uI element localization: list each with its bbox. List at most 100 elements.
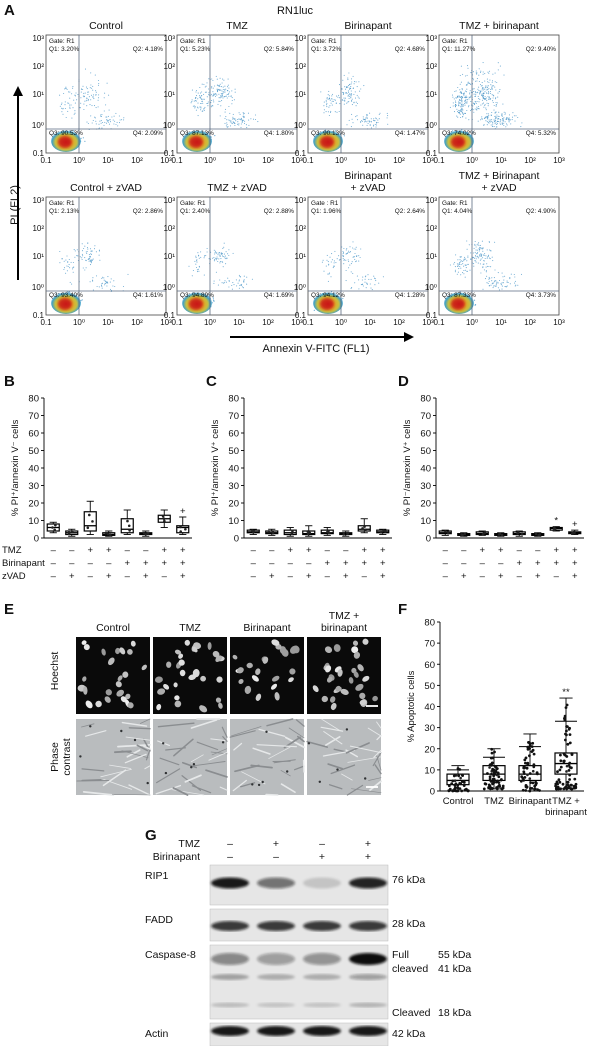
data-point <box>563 714 567 718</box>
flow-plot-title: TMZ + Birinapant <box>459 170 540 182</box>
data-point <box>564 706 568 709</box>
blot-band <box>211 921 249 931</box>
blot-band <box>211 1002 249 1008</box>
blot-condition-sign: – <box>227 838 233 850</box>
x-tick-label: 10² <box>524 318 536 327</box>
q4-value: Q4: 1.47% <box>395 130 426 137</box>
x-tick-label: 10³ <box>422 318 434 327</box>
phase-contrast-image <box>229 718 305 796</box>
box <box>176 525 190 534</box>
y-axis-label: % PI⁺/annexin V⁻ cells <box>10 419 21 516</box>
blot-strip <box>209 1022 389 1046</box>
x-tick-label: 0.1 <box>171 156 183 165</box>
blot-size-label: 55 kDa <box>438 949 471 961</box>
blot-band <box>349 974 387 980</box>
data-point <box>487 783 491 787</box>
gate-label: Gate: R1 <box>49 200 75 207</box>
y-tick-label: 40 <box>424 702 435 713</box>
y-tick-label: 10³ <box>294 34 306 43</box>
flow-plot-title: TMZ + zVAD <box>207 182 267 194</box>
x-tick-label: 0.1 <box>302 318 314 327</box>
data-point <box>565 729 568 733</box>
data-point <box>493 750 496 754</box>
q4-value: Q4: 2.09% <box>133 130 164 137</box>
data-point <box>446 531 450 534</box>
data-point <box>490 747 494 751</box>
gate-label: Gate : R1 <box>311 200 339 207</box>
blot-label: Caspase-8 <box>145 949 196 961</box>
pi-axis-label: PI (FL2) <box>9 185 21 225</box>
data-point <box>538 789 541 792</box>
gate-label: Gate: R1 <box>442 200 468 207</box>
condition-sign: – <box>251 571 257 582</box>
gate-label: Gate: R1 <box>180 38 206 45</box>
data-point <box>568 766 572 769</box>
data-point <box>535 781 538 785</box>
condition-sign: + <box>143 571 149 582</box>
data-point <box>267 530 271 533</box>
blot-band <box>349 953 387 965</box>
data-point <box>497 781 501 784</box>
condition-sign: + <box>180 545 186 556</box>
flow-plot-title: TMZ <box>226 20 248 32</box>
data-point <box>54 523 57 527</box>
blot-band <box>303 1026 341 1036</box>
y-tick-label: 30 <box>228 481 239 492</box>
x-tick-label: 10² <box>393 318 405 327</box>
data-point <box>552 526 556 530</box>
data-point <box>162 517 166 521</box>
y-tick-label: 70 <box>228 411 239 422</box>
x-tick-label: 10¹ <box>233 156 245 165</box>
condition-sign: – <box>461 545 467 556</box>
blot-membrane <box>209 1022 389 1046</box>
data-point <box>533 787 537 791</box>
y-tick-label: 0 <box>426 534 431 545</box>
data-point <box>451 779 455 783</box>
x-category-label: birinapant <box>545 807 587 818</box>
blot-condition-sign: – <box>227 851 233 863</box>
blot-band <box>211 974 249 980</box>
condition-sign: + <box>106 571 112 582</box>
y-tick-label: 0 <box>430 787 435 798</box>
data-point <box>570 787 574 791</box>
condition-sign: + <box>306 571 312 582</box>
condition-sign: – <box>325 571 331 582</box>
y-tick-label: 0.1 <box>426 311 438 320</box>
box-plot-item <box>139 530 153 537</box>
x-tick-label: 10⁰ <box>335 318 347 327</box>
blot-size-label: cleaved <box>392 963 428 975</box>
data-point <box>361 527 364 530</box>
data-point <box>570 752 574 756</box>
y-tick-label: 80 <box>424 618 435 629</box>
data-point <box>108 533 112 537</box>
x-tick-label: 0.1 <box>302 156 314 165</box>
q3-value: Q3: 94.89% <box>180 292 214 299</box>
data-point <box>564 732 567 736</box>
data-point <box>104 531 108 535</box>
q1-value: Q1: 5.23% <box>180 46 211 53</box>
data-point <box>573 786 576 790</box>
data-point <box>488 785 491 789</box>
condition-sign: – <box>480 571 486 582</box>
y-tick-label: 40 <box>28 464 39 475</box>
data-point <box>142 531 146 535</box>
data-point <box>522 766 526 770</box>
data-point <box>482 787 486 791</box>
box-plot-item <box>475 530 489 536</box>
condition-sign: + <box>572 571 578 582</box>
q1-value: Q1: 2.13% <box>49 208 80 215</box>
data-point <box>557 778 561 782</box>
condition-sign: + <box>269 571 275 582</box>
condition-sign: – <box>269 558 275 569</box>
blot-band <box>303 877 341 889</box>
blot-band <box>211 877 249 889</box>
condition-sign: + <box>161 545 167 556</box>
box-plot-item <box>531 532 545 537</box>
panel-f: F 0 10 20 30 40 50 60 70 80 % Apoptotic cells ** Co… <box>398 601 587 818</box>
condition-sign: – <box>251 545 257 556</box>
blot-band <box>303 1002 341 1008</box>
data-point <box>453 779 457 783</box>
condition-row-label: Birinapant <box>2 558 45 569</box>
y-tick-label: 0.1 <box>295 311 307 320</box>
